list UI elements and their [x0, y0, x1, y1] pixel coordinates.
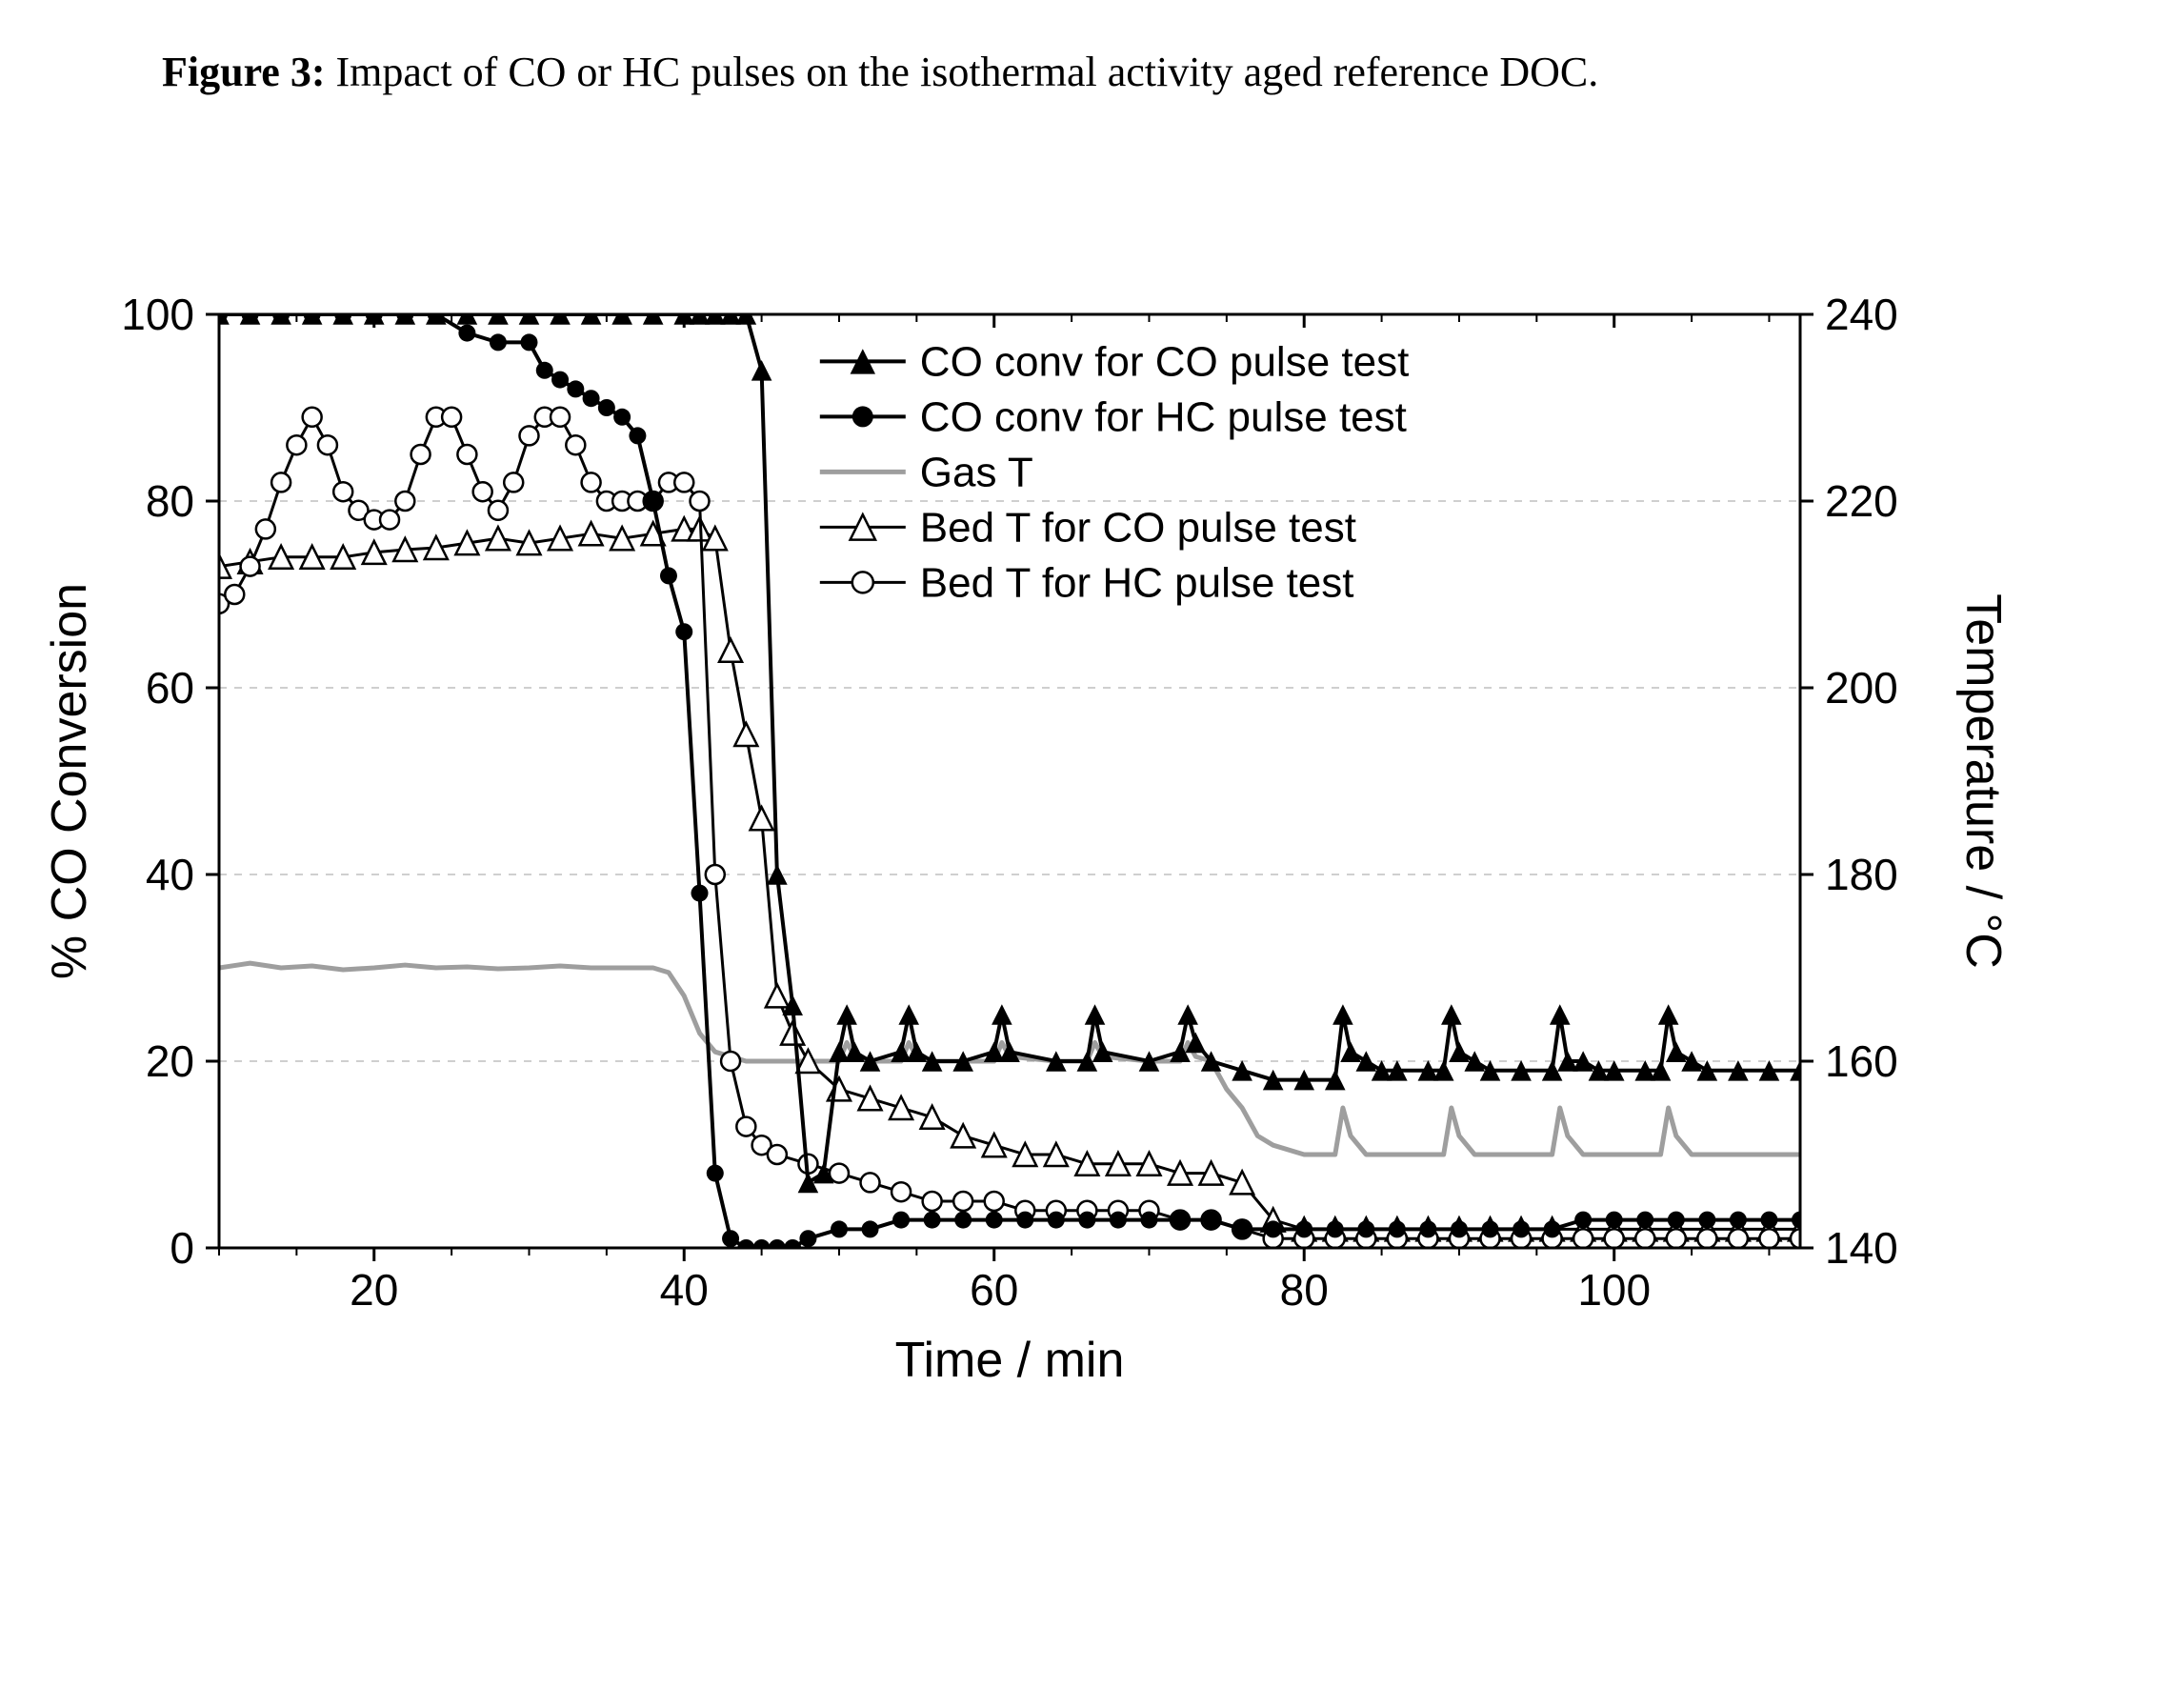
svg-text:20: 20 — [350, 1265, 398, 1315]
chart-svg: 20 40 60 80 100 0 20 40 60 80 100 140 160 180 200 220 24… — [0, 248, 2184, 1581]
svg-text:Time / min: Time / min — [895, 1333, 1125, 1388]
svg-text:0: 0 — [170, 1223, 194, 1273]
svg-text:Gas T: Gas T — [920, 449, 1033, 495]
svg-text:200: 200 — [1825, 663, 1898, 713]
figure-caption-text: Impact of CO or HC pulses on the isother… — [336, 49, 1599, 95]
svg-text:60: 60 — [970, 1265, 1018, 1315]
svg-text:80: 80 — [146, 476, 194, 526]
svg-text:220: 220 — [1825, 476, 1898, 526]
svg-text:100: 100 — [1577, 1265, 1651, 1315]
svg-text:80: 80 — [1280, 1265, 1329, 1315]
svg-text:40: 40 — [146, 850, 194, 899]
svg-text:60: 60 — [146, 663, 194, 713]
figure-label: Figure 3: — [162, 49, 326, 95]
svg-text:180: 180 — [1825, 850, 1898, 899]
svg-text:CO conv for HC pulse test: CO conv for HC pulse test — [920, 393, 1407, 440]
svg-text:Temperature / °C: Temperature / °C — [1955, 593, 2011, 969]
svg-text:40: 40 — [660, 1265, 709, 1315]
svg-text:CO conv for CO pulse test: CO conv for CO pulse test — [920, 338, 1410, 385]
svg-text:160: 160 — [1825, 1036, 1898, 1086]
svg-text:100: 100 — [121, 290, 194, 339]
svg-text:Bed T for HC pulse test: Bed T for HC pulse test — [920, 559, 1354, 606]
figure-caption: Figure 3: Impact of CO or HC pulses on t… — [162, 48, 1598, 96]
chart-container: 20 40 60 80 100 0 20 40 60 80 100 140 160 180 200 220 24… — [0, 248, 2184, 1581]
svg-text:240: 240 — [1825, 290, 1898, 339]
svg-text:% CO Conversion: % CO Conversion — [42, 583, 97, 979]
svg-text:20: 20 — [146, 1036, 194, 1086]
svg-text:Bed T for CO pulse test: Bed T for CO pulse test — [920, 504, 1356, 551]
svg-text:140: 140 — [1825, 1223, 1898, 1273]
